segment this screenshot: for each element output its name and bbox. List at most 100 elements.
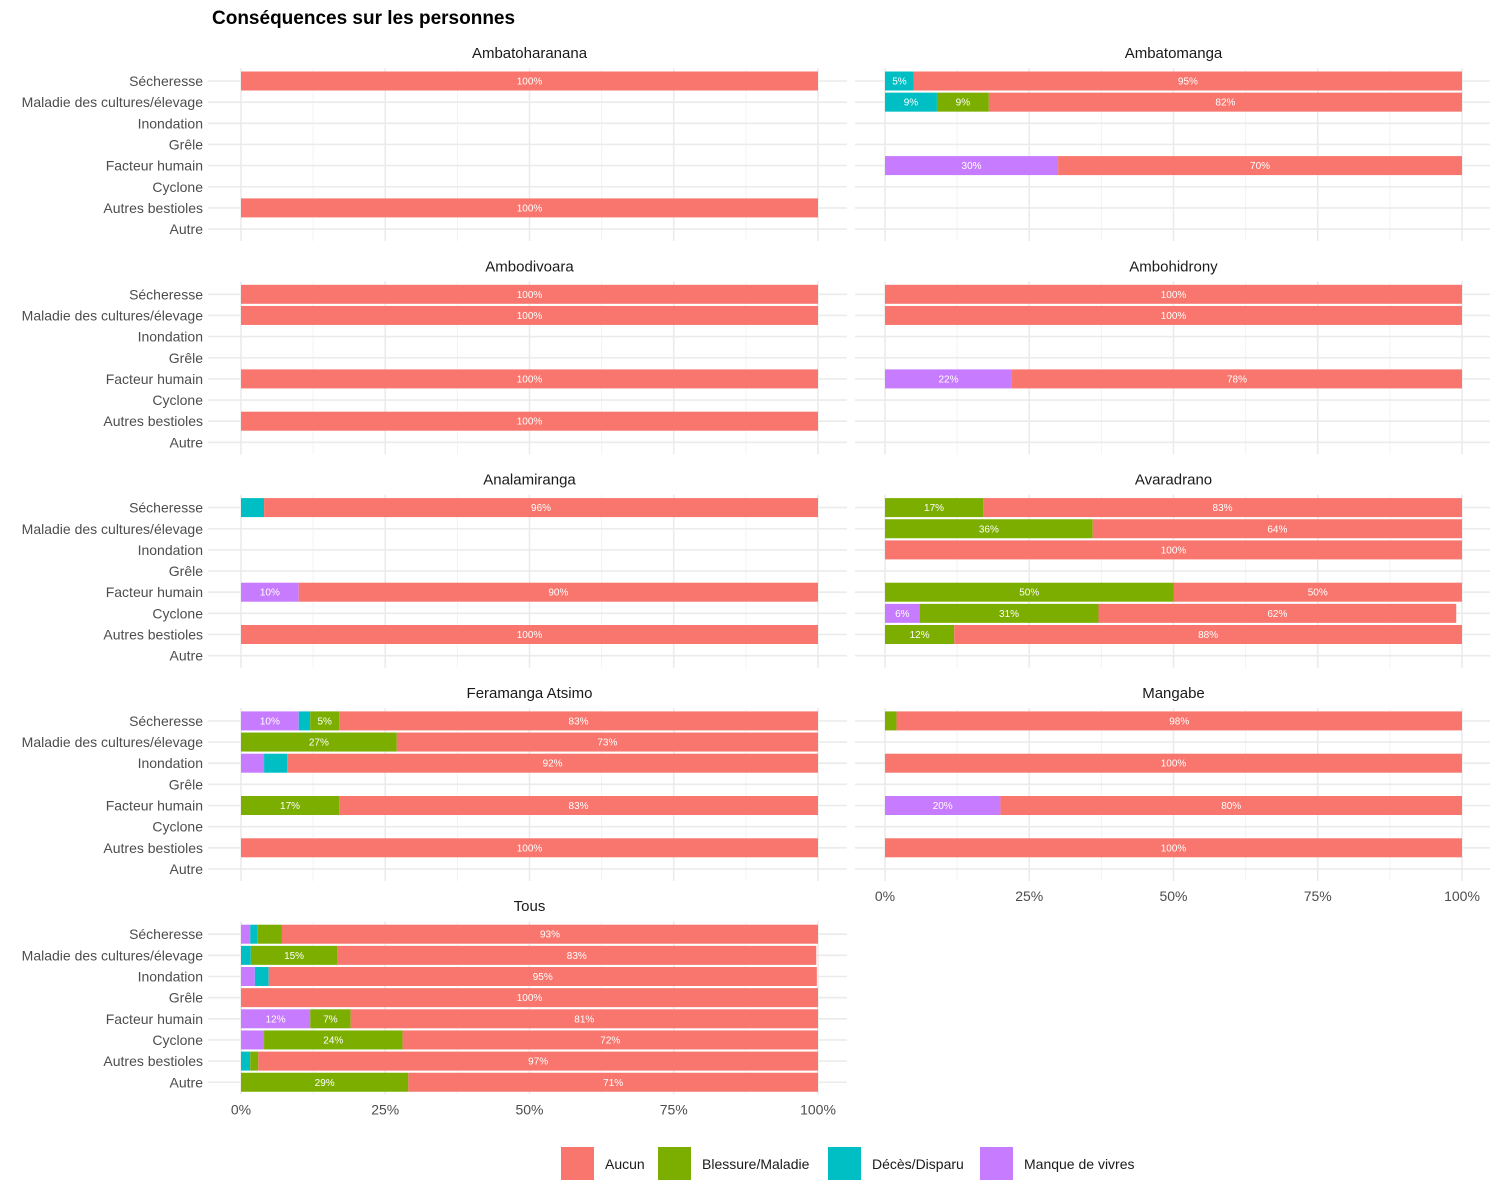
bar-value-label: 6% (895, 609, 910, 620)
bar-segment-blessure-maladie (885, 519, 1093, 539)
bar-cyclone: 6% 31% 62% (885, 603, 1457, 623)
bar-segment-aucun (339, 796, 818, 815)
y-tick-label: Maladie des cultures/élevage (22, 307, 204, 323)
bar-value-label: 20% (933, 801, 953, 812)
y-tick-label: Cyclone (152, 819, 203, 835)
bar-autres-bestioles: 100% (241, 198, 818, 218)
y-tick-label: Cyclone (152, 392, 203, 408)
facet-panels: Ambatoharanana Sécheresse Maladie des cult… (22, 45, 1490, 1117)
bar-value-label: 10% (260, 588, 280, 599)
bar-facteur-humain: 10% 90% (241, 582, 818, 602)
bar-segment-aucun (885, 305, 1462, 325)
y-tick-label: Autres bestioles (103, 413, 203, 429)
y-tick-label: Cyclone (152, 605, 203, 621)
legend-label: Aucun (605, 1156, 645, 1172)
bar-segment-aucun (241, 71, 818, 91)
legend-swatch (658, 1147, 691, 1180)
bar-segment-blessure-maladie (250, 945, 338, 965)
bar-segment-aucun (1092, 519, 1462, 539)
y-tick-label: Maladie des cultures/élevage (22, 947, 204, 963)
legend-item-blessure-maladie: Blessure/Maladie (658, 1147, 810, 1180)
x-tick-label: 0% (231, 1101, 251, 1117)
bar-value-label: 17% (924, 503, 944, 514)
bar-value-label: 81% (574, 1014, 594, 1025)
bar-value-label: 82% (1215, 98, 1235, 109)
y-tick-label: Grêle (169, 350, 203, 366)
bar-autres-bestioles: 100% (241, 625, 818, 644)
bar-segment-aucun (402, 1030, 818, 1050)
bar-segment-aucun (241, 625, 818, 644)
bar-segment-aucun (268, 967, 817, 986)
y-tick-label: Autres bestioles (103, 200, 203, 216)
bar-segment-aucun (264, 498, 819, 518)
bar-segment-aucun (241, 284, 818, 304)
bar-segment-aucun (339, 711, 818, 731)
bar-autres-bestioles: 97% (241, 1051, 818, 1071)
bar-segment-manque-de-vivres (241, 1009, 311, 1029)
panel-title: Feramanga Atsimo (467, 685, 593, 702)
bar-value-label: 64% (1267, 524, 1287, 535)
bar-value-label: 50% (1019, 588, 1039, 599)
y-tick-label: Facteur humain (106, 798, 203, 814)
bar-segment-deces-disparu (264, 753, 288, 773)
bar-facteur-humain: 50% 50% (885, 582, 1462, 602)
legend-item-aucun: Aucun (561, 1147, 645, 1180)
y-tick-label: Inondation (138, 969, 203, 985)
bar-value-label: 12% (910, 630, 930, 641)
bar-segment-aucun (1000, 796, 1462, 815)
y-tick-label: Facteur humain (106, 158, 203, 174)
bar-autres-bestioles: 100% (885, 838, 1462, 858)
bar-segment-blessure-maladie (264, 1030, 403, 1050)
bar-segment-aucun (913, 71, 1462, 91)
bar-segment-blessure-maladie (250, 1051, 259, 1071)
panel-ambatoharanana: Ambatoharanana Sécheresse Maladie des cult… (22, 45, 847, 242)
legend-swatch (980, 1147, 1013, 1180)
y-tick-label: Autre (170, 1074, 204, 1090)
y-tick-label: Sécheresse (129, 500, 203, 516)
bar-secheresse: 96% (241, 498, 819, 518)
bar-value-label: 50% (1308, 588, 1328, 599)
bar-segment-blessure-maladie (919, 603, 1099, 623)
panel-ambohidrony: Ambohidrony 100% 100% 22% 78% (855, 258, 1490, 455)
bar-value-label: 100% (1161, 843, 1187, 854)
y-tick-label: Grêle (169, 563, 203, 579)
y-tick-label: Facteur humain (106, 584, 203, 600)
x-tick-label: 100% (1444, 888, 1480, 904)
bar-value-label: 22% (938, 374, 958, 385)
y-tick-label: Grêle (169, 136, 203, 152)
bar-segment-manque-de-vivres (241, 924, 251, 944)
panel-title: Ambodivoara (485, 258, 574, 275)
bar-segment-blessure-maladie (257, 924, 282, 944)
y-tick-label: Inondation (138, 115, 203, 131)
bar-segment-aucun (241, 411, 818, 431)
bar-inondation: 95% (241, 967, 817, 986)
bar-segment-deces-disparu (885, 92, 937, 112)
bar-autre: 29% 71% (241, 1072, 818, 1092)
bar-value-label: 7% (323, 1014, 338, 1025)
x-tick-label: 25% (371, 1101, 399, 1117)
bar-segment-blessure-maladie (310, 711, 340, 731)
bar-segment-aucun (241, 198, 818, 218)
bar-segment-aucun (241, 988, 818, 1008)
y-tick-label: Grêle (169, 776, 203, 792)
x-tick-label: 25% (1015, 888, 1043, 904)
y-tick-label: Sécheresse (129, 926, 203, 942)
bar-value-label: 5% (892, 77, 907, 88)
bar-value-label: 90% (548, 588, 568, 599)
bar-value-label: 92% (543, 759, 563, 770)
bar-segment-deces-disparu (241, 498, 265, 518)
bar-segment-aucun (1098, 603, 1457, 623)
bar-value-label: 29% (315, 1078, 335, 1089)
bar-segment-blessure-maladie (241, 1072, 409, 1092)
bar-segment-aucun (241, 838, 818, 858)
bar-secheresse: 100% (241, 284, 818, 304)
panel-feramanga-atsimo: Feramanga Atsimo Sécheresse Maladie des cu… (22, 685, 847, 881)
bar-segment-manque-de-vivres (885, 156, 1059, 176)
y-tick-label: Sécheresse (129, 713, 203, 729)
bar-value-label: 12% (266, 1014, 286, 1025)
bar-value-label: 100% (1161, 311, 1187, 322)
bar-segment-deces-disparu (241, 1051, 251, 1071)
legend-item-deces-disparu: Décès/Disparu (828, 1147, 964, 1180)
panel-ambodivoara: Ambodivoara Sécheresse Maladie des culture… (22, 258, 847, 455)
y-tick-label: Autres bestioles (103, 627, 203, 643)
